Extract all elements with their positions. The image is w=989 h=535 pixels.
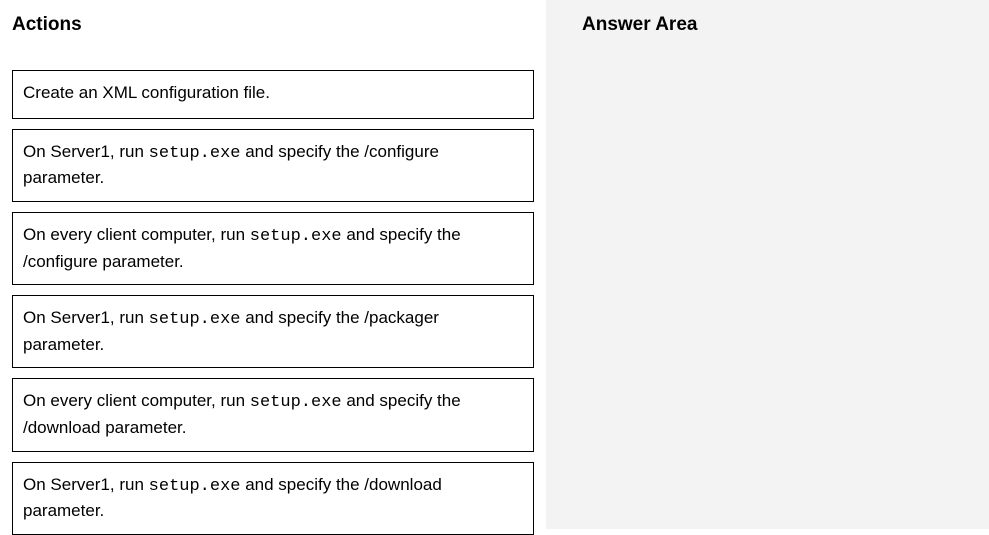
- action-text-pre: Create an XML configuration file.: [23, 83, 270, 102]
- action-item[interactable]: On every client computer, run setup.exe …: [12, 378, 534, 451]
- answer-area-panel[interactable]: Answer Area: [546, 0, 989, 529]
- actions-panel: Actions Create an XML configuration file…: [0, 0, 546, 529]
- action-item[interactable]: On every client computer, run setup.exe …: [12, 212, 534, 285]
- action-text-code: setup.exe: [149, 310, 241, 329]
- action-text-pre: On Server1, run: [23, 308, 149, 327]
- action-item[interactable]: On Server1, run setup.exe and specify th…: [12, 295, 534, 368]
- action-text-code: setup.exe: [149, 477, 241, 496]
- action-item[interactable]: On Server1, run setup.exe and specify th…: [12, 462, 534, 535]
- action-text-code: setup.exe: [250, 393, 342, 412]
- action-text-code: setup.exe: [250, 227, 342, 246]
- actions-title: Actions: [12, 14, 534, 36]
- action-text-pre: On every client computer, run: [23, 391, 250, 410]
- action-text-code: setup.exe: [149, 144, 241, 163]
- action-item[interactable]: On Server1, run setup.exe and specify th…: [12, 129, 534, 202]
- action-list: Create an XML configuration file. On Ser…: [12, 70, 534, 535]
- action-item[interactable]: Create an XML configuration file.: [12, 70, 534, 119]
- answer-area-title: Answer Area: [582, 14, 977, 36]
- action-text-pre: On every client computer, run: [23, 225, 250, 244]
- action-text-pre: On Server1, run: [23, 142, 149, 161]
- action-text-pre: On Server1, run: [23, 475, 149, 494]
